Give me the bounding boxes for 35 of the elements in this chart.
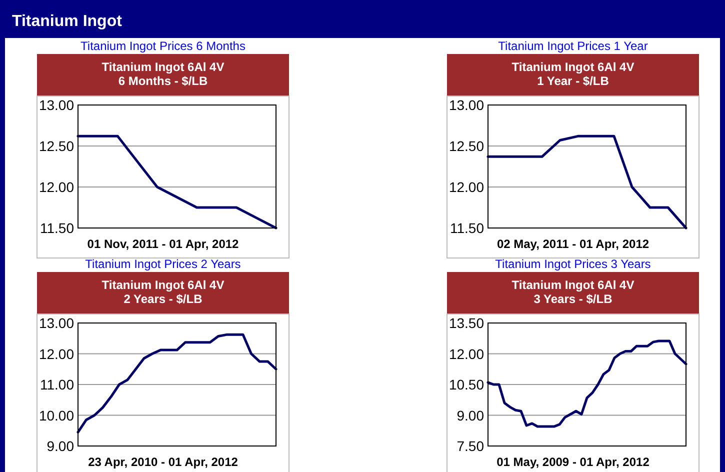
y-tick-label: 10.50 (448, 376, 484, 392)
y-tick-label: 12.00 (38, 179, 74, 195)
line-series (76, 333, 278, 434)
chart-title: Titanium Ingot Prices 3 Years (495, 257, 651, 271)
chart-title: Titanium Ingot Prices 6 Months (80, 39, 246, 53)
y-tick-label: 9.00 (456, 407, 484, 424)
y-tick-label: 12.50 (448, 138, 484, 154)
chart-title: Titanium Ingot Prices 2 Years (85, 257, 241, 271)
text: Titanium Ingot (12, 13, 123, 30)
y-tick-label: 10.00 (38, 407, 74, 424)
y-tick-label: 7.50 (456, 438, 484, 454)
x-axis-title: 02 May, 2011 - 01 Apr, 2012 (496, 237, 650, 251)
line-series (486, 134, 688, 230)
y-tick-label: 12.00 (448, 346, 484, 362)
y-tick-label: 9.00 (46, 438, 74, 454)
y-tick-label: 13.50 (448, 315, 484, 331)
y-tick-label: 13.00 (448, 97, 484, 113)
y-tick-label: 11.50 (450, 220, 484, 236)
y-tick-label: 12.50 (38, 138, 74, 154)
y-tick-label: 11.50 (40, 220, 74, 236)
y-tick-label: 12.00 (448, 179, 484, 195)
x-axis-title: 23 Apr, 2010 - 01 Apr, 2012 (88, 455, 238, 469)
chart-subtitle: Titanium Ingot 6Al 4V 6 Months - $/LB (102, 60, 224, 88)
chart-subtitle: Titanium Ingot 6Al 4V 3 Years - $/LB (512, 278, 634, 306)
y-tick-label: 13.00 (38, 97, 74, 113)
chart-subtitle: Titanium Ingot 6Al 4V 1 Year - $/LB (512, 60, 634, 88)
x-axis-title: 01 Nov, 2011 - 01 Apr, 2012 (87, 237, 240, 251)
y-tick-label: 11.00 (40, 376, 74, 392)
y-tick-label: 12.00 (38, 346, 74, 362)
x-axis-title: 01 May, 2009 - 01 Apr, 2012 (496, 455, 650, 469)
chart-title: Titanium Ingot Prices 1 Year (498, 39, 648, 53)
line-series (486, 340, 688, 428)
line-series (76, 134, 278, 230)
y-tick-label: 13.00 (38, 315, 74, 331)
chart-subtitle: Titanium Ingot 6Al 4V 2 Years - $/LB (102, 278, 224, 306)
